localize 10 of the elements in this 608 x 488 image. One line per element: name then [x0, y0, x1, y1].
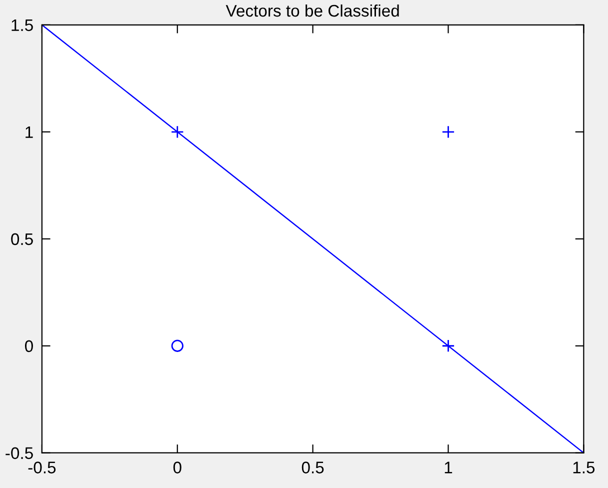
y-tick-label: 0.5: [11, 233, 33, 246]
x-tick-label: 1: [444, 462, 452, 474]
y-tick-label: 0: [25, 340, 33, 352]
y-tick-label: 1.5: [12, 19, 33, 32]
x-tick-label: 0: [173, 462, 182, 474]
x-tick-label: 0.5: [302, 462, 324, 474]
chart-title: Vectors to be Classified: [226, 4, 399, 17]
x-tick-label: 1.5: [573, 462, 595, 474]
y-tick-label: -0.5: [6, 447, 33, 460]
y-tick-label: 1: [26, 126, 33, 138]
